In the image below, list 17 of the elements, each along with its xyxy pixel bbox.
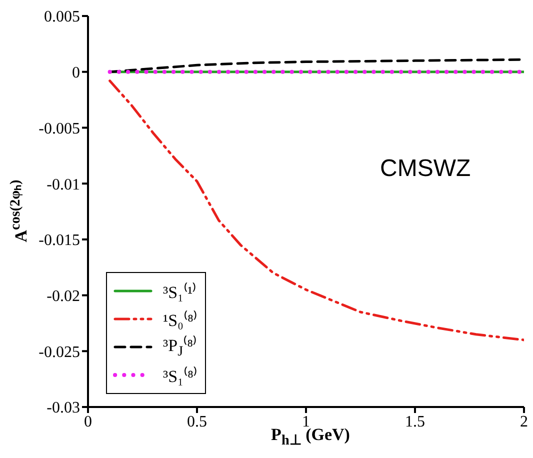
x-tick-label: 0.5 [187, 413, 207, 430]
annotation: CMSWZ [380, 155, 471, 183]
y-tick-label: -0.015 [38, 232, 80, 250]
legend-label: ³S₁⁽¹⁾ [163, 282, 197, 302]
x-tick-label: 0 [84, 413, 92, 430]
legend-label: ³P$_{J}$⁽⁸⁾ [163, 334, 198, 361]
x-tick-label: 1.5 [405, 413, 425, 430]
y-tick-label: 0 [72, 64, 80, 82]
y-tick-label: -0.005 [38, 120, 80, 138]
legend-label: ¹S₀⁽⁸⁾ [163, 310, 198, 330]
y-tick-label: -0.03 [46, 400, 80, 417]
y-tick-label: -0.025 [38, 344, 80, 361]
x-tick-label: 2 [520, 413, 528, 430]
y-tick-label: -0.02 [46, 288, 80, 305]
y-tick-label: -0.01 [46, 176, 80, 194]
legend-label: ³S₁⁽⁸⁾ [163, 366, 198, 386]
y-tick-label: 0.005 [44, 8, 80, 26]
